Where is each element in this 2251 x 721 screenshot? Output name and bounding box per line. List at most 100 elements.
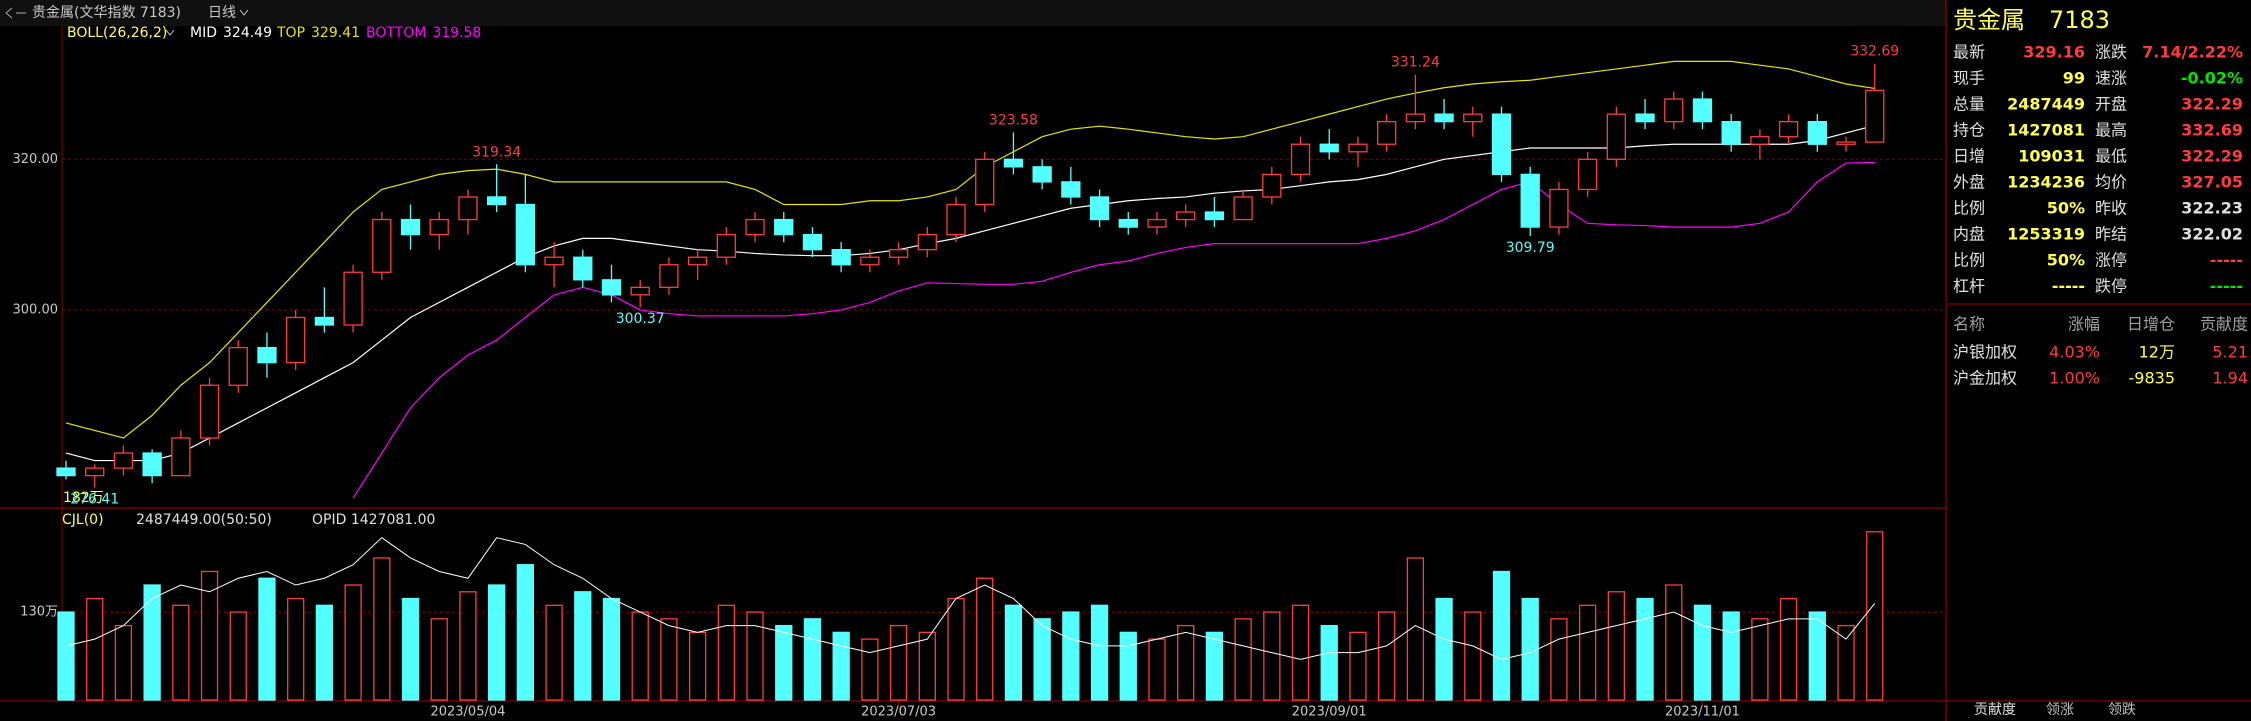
quote-label: 最低 [2095, 147, 2127, 166]
legend-entry: MID 324.49 [190, 25, 272, 41]
table-cell: 1.00% [2049, 369, 2100, 388]
legend-value: 329.41 [311, 25, 360, 41]
volume-bar [1177, 624, 1195, 701]
volume-bar [401, 597, 420, 701]
candle-body [831, 249, 851, 266]
candle-body [716, 233, 736, 258]
tab[interactable]: 贡献度 [1974, 702, 2016, 718]
period[interactable]: 日线 [208, 5, 236, 21]
table-cell: 4.03% [2049, 343, 2100, 362]
quote-code: 7183 [2049, 6, 2110, 34]
legend-name: TOP [276, 25, 305, 41]
candle-body [1147, 218, 1167, 228]
candle-body [1176, 211, 1196, 221]
candle-body [458, 196, 478, 221]
candle-body [486, 196, 507, 206]
volume-bar [717, 604, 735, 701]
candle-body [1233, 196, 1253, 221]
volume-bar [1435, 597, 1453, 701]
quote-label: 日增 [1953, 147, 1985, 166]
candle-body [1865, 89, 1885, 143]
candle-body [975, 158, 995, 206]
table-header: 名称 [1953, 315, 1985, 334]
quote-value: 322.23 [2181, 199, 2243, 218]
volume-bar [803, 618, 822, 701]
candle-body [860, 256, 880, 266]
candle-body [1003, 158, 1024, 168]
volume-bar [947, 597, 965, 701]
high-label: 323.58 [989, 112, 1038, 128]
quote-value: 322.02 [2181, 225, 2243, 244]
tab[interactable]: 领涨 [2046, 702, 2074, 718]
table-cell: 沪银加权 [1953, 343, 2017, 362]
volume-bar [1808, 611, 1826, 701]
volume-bar [775, 624, 793, 701]
volume-bar [114, 624, 133, 701]
quote-label: 杠杆 [1953, 277, 1985, 296]
candle-body [1405, 113, 1426, 123]
volume-bar [1291, 604, 1310, 701]
instrument-title: 贵金属(文华指数 7183) [32, 5, 181, 21]
volume-bar [1837, 624, 1855, 701]
volume-legend: 2487449.00(50:50) [136, 512, 272, 528]
x-tick-label: 2023/11/01 [1665, 705, 1740, 720]
volume-bar [545, 604, 563, 701]
volume-bar [1693, 604, 1712, 701]
legend-value: 324.49 [223, 25, 272, 41]
x-tick-label: 2023/09/01 [1292, 705, 1367, 720]
quote-label: 跌停 [2095, 277, 2127, 296]
candle-body [1549, 188, 1569, 228]
back-icon[interactable] [5, 7, 26, 19]
quote-value: 322.29 [2181, 147, 2243, 166]
quote-value: ----- [2210, 251, 2243, 270]
quote-value: 329.16 [2023, 43, 2085, 62]
quote-label: 内盘 [1953, 225, 1985, 244]
volume-bar [86, 597, 104, 701]
tab[interactable]: 领跌 [2108, 702, 2136, 718]
volume-bar [1636, 597, 1654, 701]
candle-body [1491, 113, 1512, 176]
volume-bar [287, 597, 305, 701]
volume-bar [832, 631, 850, 701]
y-tick-label: 300.00 [13, 302, 59, 317]
candle-body [372, 218, 392, 273]
dropdown-icon [165, 29, 175, 36]
candle-body [1348, 143, 1368, 153]
legend-value: 319.58 [432, 25, 481, 41]
boll-line [65, 124, 1875, 462]
candle-body [1434, 113, 1454, 123]
candle-body [1778, 120, 1799, 138]
volume-bar [889, 624, 908, 701]
volume-bar [1320, 624, 1338, 701]
legend-entry: TOP 329.41 [276, 25, 360, 41]
opid-line [65, 537, 1876, 660]
candle-body [515, 203, 536, 266]
table-cell: 12万 [2139, 343, 2175, 362]
candle-body [1750, 136, 1770, 145]
candle-body [745, 218, 765, 236]
volume-bar [1607, 591, 1625, 701]
x-tick-label: 2023/07/03 [861, 705, 936, 720]
quote-label: 外盘 [1953, 173, 1985, 192]
table-cell: 1.94 [2212, 369, 2248, 388]
table-header: 日增仓 [2127, 315, 2175, 334]
volume-bar [172, 604, 190, 701]
candle-body [802, 233, 823, 251]
candle-body [343, 271, 363, 326]
y-tick-label: 320.00 [13, 152, 59, 167]
y-tick-label: 130万 [20, 605, 58, 620]
candle-body [630, 286, 650, 296]
volume-bar [258, 577, 276, 701]
volume-bar [660, 618, 678, 701]
volume-title: CJL(0) [62, 512, 104, 528]
candle-body [1463, 113, 1483, 123]
quote-label: 均价 [2095, 173, 2127, 192]
high-label: 331.24 [1391, 55, 1440, 71]
candle-body [1118, 218, 1138, 228]
candle-body [601, 279, 622, 296]
volume-bar [1090, 604, 1109, 701]
table-header: 贡献度 [2200, 315, 2248, 334]
high-label: 332.69 [1850, 44, 1899, 60]
quote-value: 7.14/2.22% [2142, 43, 2243, 62]
volume-bar [602, 597, 621, 701]
